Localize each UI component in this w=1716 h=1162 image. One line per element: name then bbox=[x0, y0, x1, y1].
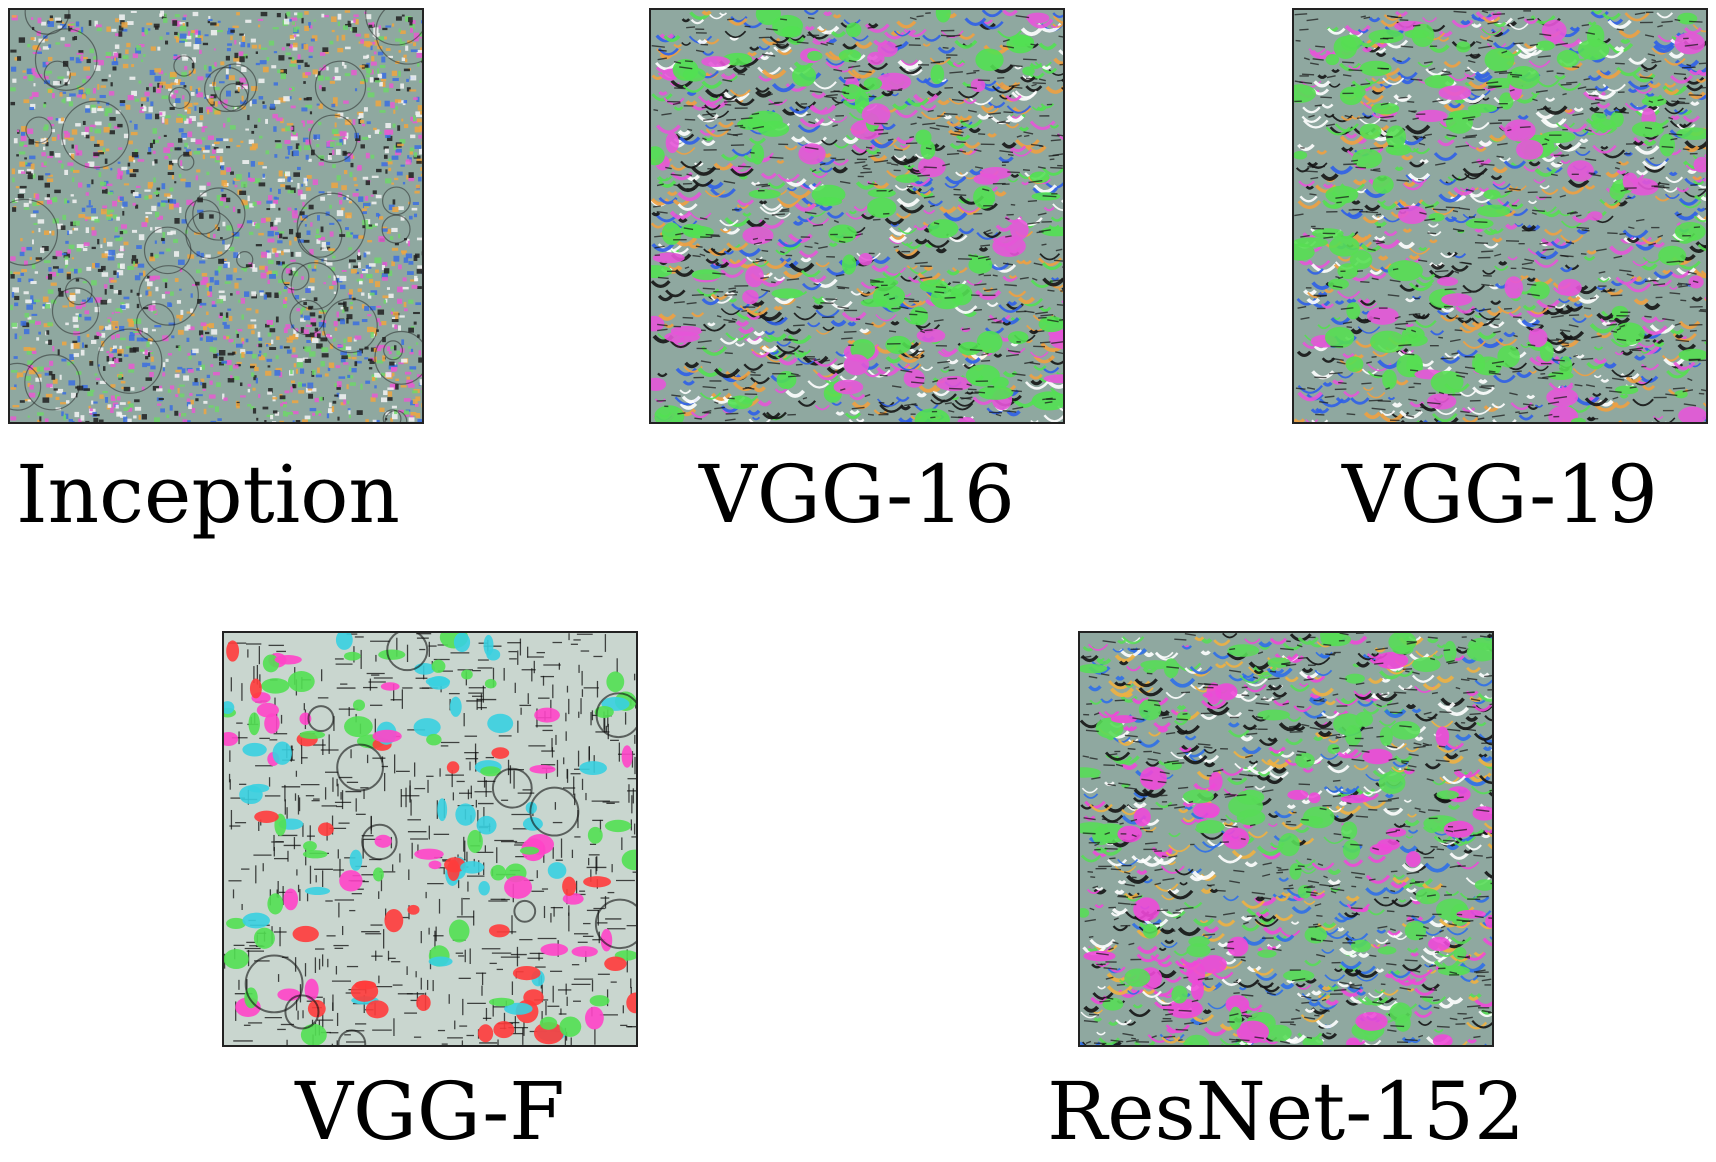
vgg16-perturbation-image bbox=[649, 8, 1065, 424]
vggf-caption: VGG-F bbox=[222, 1072, 638, 1152]
inception-perturbation-image bbox=[8, 8, 424, 424]
inception-pattern bbox=[10, 10, 422, 422]
vgg16-pattern bbox=[651, 10, 1063, 422]
resnet152-caption: ResNet-152 bbox=[1040, 1072, 1532, 1152]
vgg19-pattern bbox=[1294, 10, 1706, 422]
vgg19-perturbation-image bbox=[1292, 8, 1708, 424]
vgg19-caption: VGG-19 bbox=[1292, 455, 1708, 535]
vggf-perturbation-image bbox=[222, 631, 638, 1047]
inception-caption: Inception bbox=[8, 455, 408, 535]
resnet152-perturbation-image bbox=[1078, 631, 1494, 1047]
vggf-pattern bbox=[224, 633, 636, 1045]
vgg16-caption: VGG-16 bbox=[649, 455, 1065, 535]
resnet152-pattern bbox=[1080, 633, 1492, 1045]
